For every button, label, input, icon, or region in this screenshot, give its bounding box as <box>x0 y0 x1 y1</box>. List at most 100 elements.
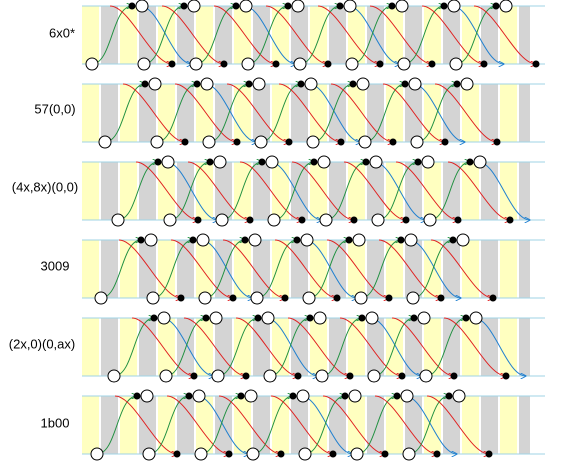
row-label: 3009 <box>41 258 70 273</box>
stripe <box>120 240 137 298</box>
catch <box>180 2 188 10</box>
catch <box>466 158 474 166</box>
stripe <box>101 318 118 376</box>
catch <box>440 2 448 10</box>
catch <box>242 372 250 380</box>
catch <box>190 372 198 380</box>
throw <box>391 317 454 376</box>
stripe <box>519 84 530 142</box>
catch <box>177 294 185 302</box>
catch <box>232 2 240 10</box>
hand <box>241 57 255 71</box>
throw <box>326 239 389 298</box>
stripe <box>101 162 118 220</box>
stripe <box>519 162 530 220</box>
throw <box>317 5 380 64</box>
hand <box>263 369 277 383</box>
stripe <box>310 162 327 220</box>
throw <box>443 317 506 376</box>
hand <box>261 311 275 325</box>
catch <box>272 60 280 68</box>
hand <box>410 135 424 149</box>
throw <box>322 395 385 454</box>
hand <box>400 389 414 403</box>
hand <box>300 233 314 247</box>
catch <box>297 80 305 88</box>
throw <box>218 395 281 454</box>
catch <box>450 372 458 380</box>
hand <box>456 233 470 247</box>
stripe <box>500 318 517 376</box>
hand <box>142 447 156 461</box>
hand <box>90 447 104 461</box>
catch <box>388 2 396 10</box>
stripe <box>291 162 308 220</box>
throw <box>339 317 402 376</box>
hand <box>239 0 253 13</box>
hand <box>343 0 357 13</box>
hand <box>345 57 359 71</box>
stripe <box>348 240 365 298</box>
hand <box>107 369 121 383</box>
catch <box>385 294 393 302</box>
catch <box>294 372 302 380</box>
catch <box>206 158 214 166</box>
stripe <box>310 84 327 142</box>
stripe <box>158 240 175 298</box>
hand <box>395 0 409 13</box>
catch <box>154 158 162 166</box>
stripe <box>82 6 99 64</box>
stripe <box>424 318 441 376</box>
stripe <box>481 396 498 454</box>
catch <box>336 2 344 10</box>
catch <box>376 60 384 68</box>
hand <box>408 77 422 91</box>
hand <box>215 213 229 227</box>
catch <box>393 392 401 400</box>
catch <box>362 158 370 166</box>
catch <box>329 450 337 458</box>
throw <box>330 83 393 142</box>
catch <box>381 450 389 458</box>
hand <box>254 135 268 149</box>
catch <box>454 216 462 224</box>
catch <box>506 216 514 224</box>
hand <box>267 213 281 227</box>
stripe <box>234 318 251 376</box>
hand <box>196 233 210 247</box>
stripe <box>481 162 498 220</box>
hand <box>449 57 463 71</box>
throw <box>291 161 354 220</box>
stripe <box>462 162 479 220</box>
throw <box>187 161 250 220</box>
hand <box>135 0 149 13</box>
throw <box>174 83 237 142</box>
throw <box>473 5 536 64</box>
catch <box>398 372 406 380</box>
catch <box>433 450 441 458</box>
stripe <box>177 162 194 220</box>
stripe <box>177 396 194 454</box>
catch <box>437 294 445 302</box>
throw <box>131 317 194 376</box>
catch <box>410 314 418 322</box>
hand <box>293 57 307 71</box>
hand <box>213 155 227 169</box>
stripe <box>158 84 175 142</box>
stripe <box>519 318 530 376</box>
hand <box>358 135 372 149</box>
hand <box>298 447 312 461</box>
stripe <box>405 6 422 64</box>
hand <box>417 311 431 325</box>
stripe <box>196 240 213 298</box>
hand <box>194 447 208 461</box>
catch <box>401 80 409 88</box>
catch <box>254 314 262 322</box>
stripe <box>253 6 270 64</box>
catch <box>489 294 497 302</box>
stripe <box>253 84 270 142</box>
catch <box>150 314 158 322</box>
stripe <box>405 162 422 220</box>
throw <box>374 395 437 454</box>
